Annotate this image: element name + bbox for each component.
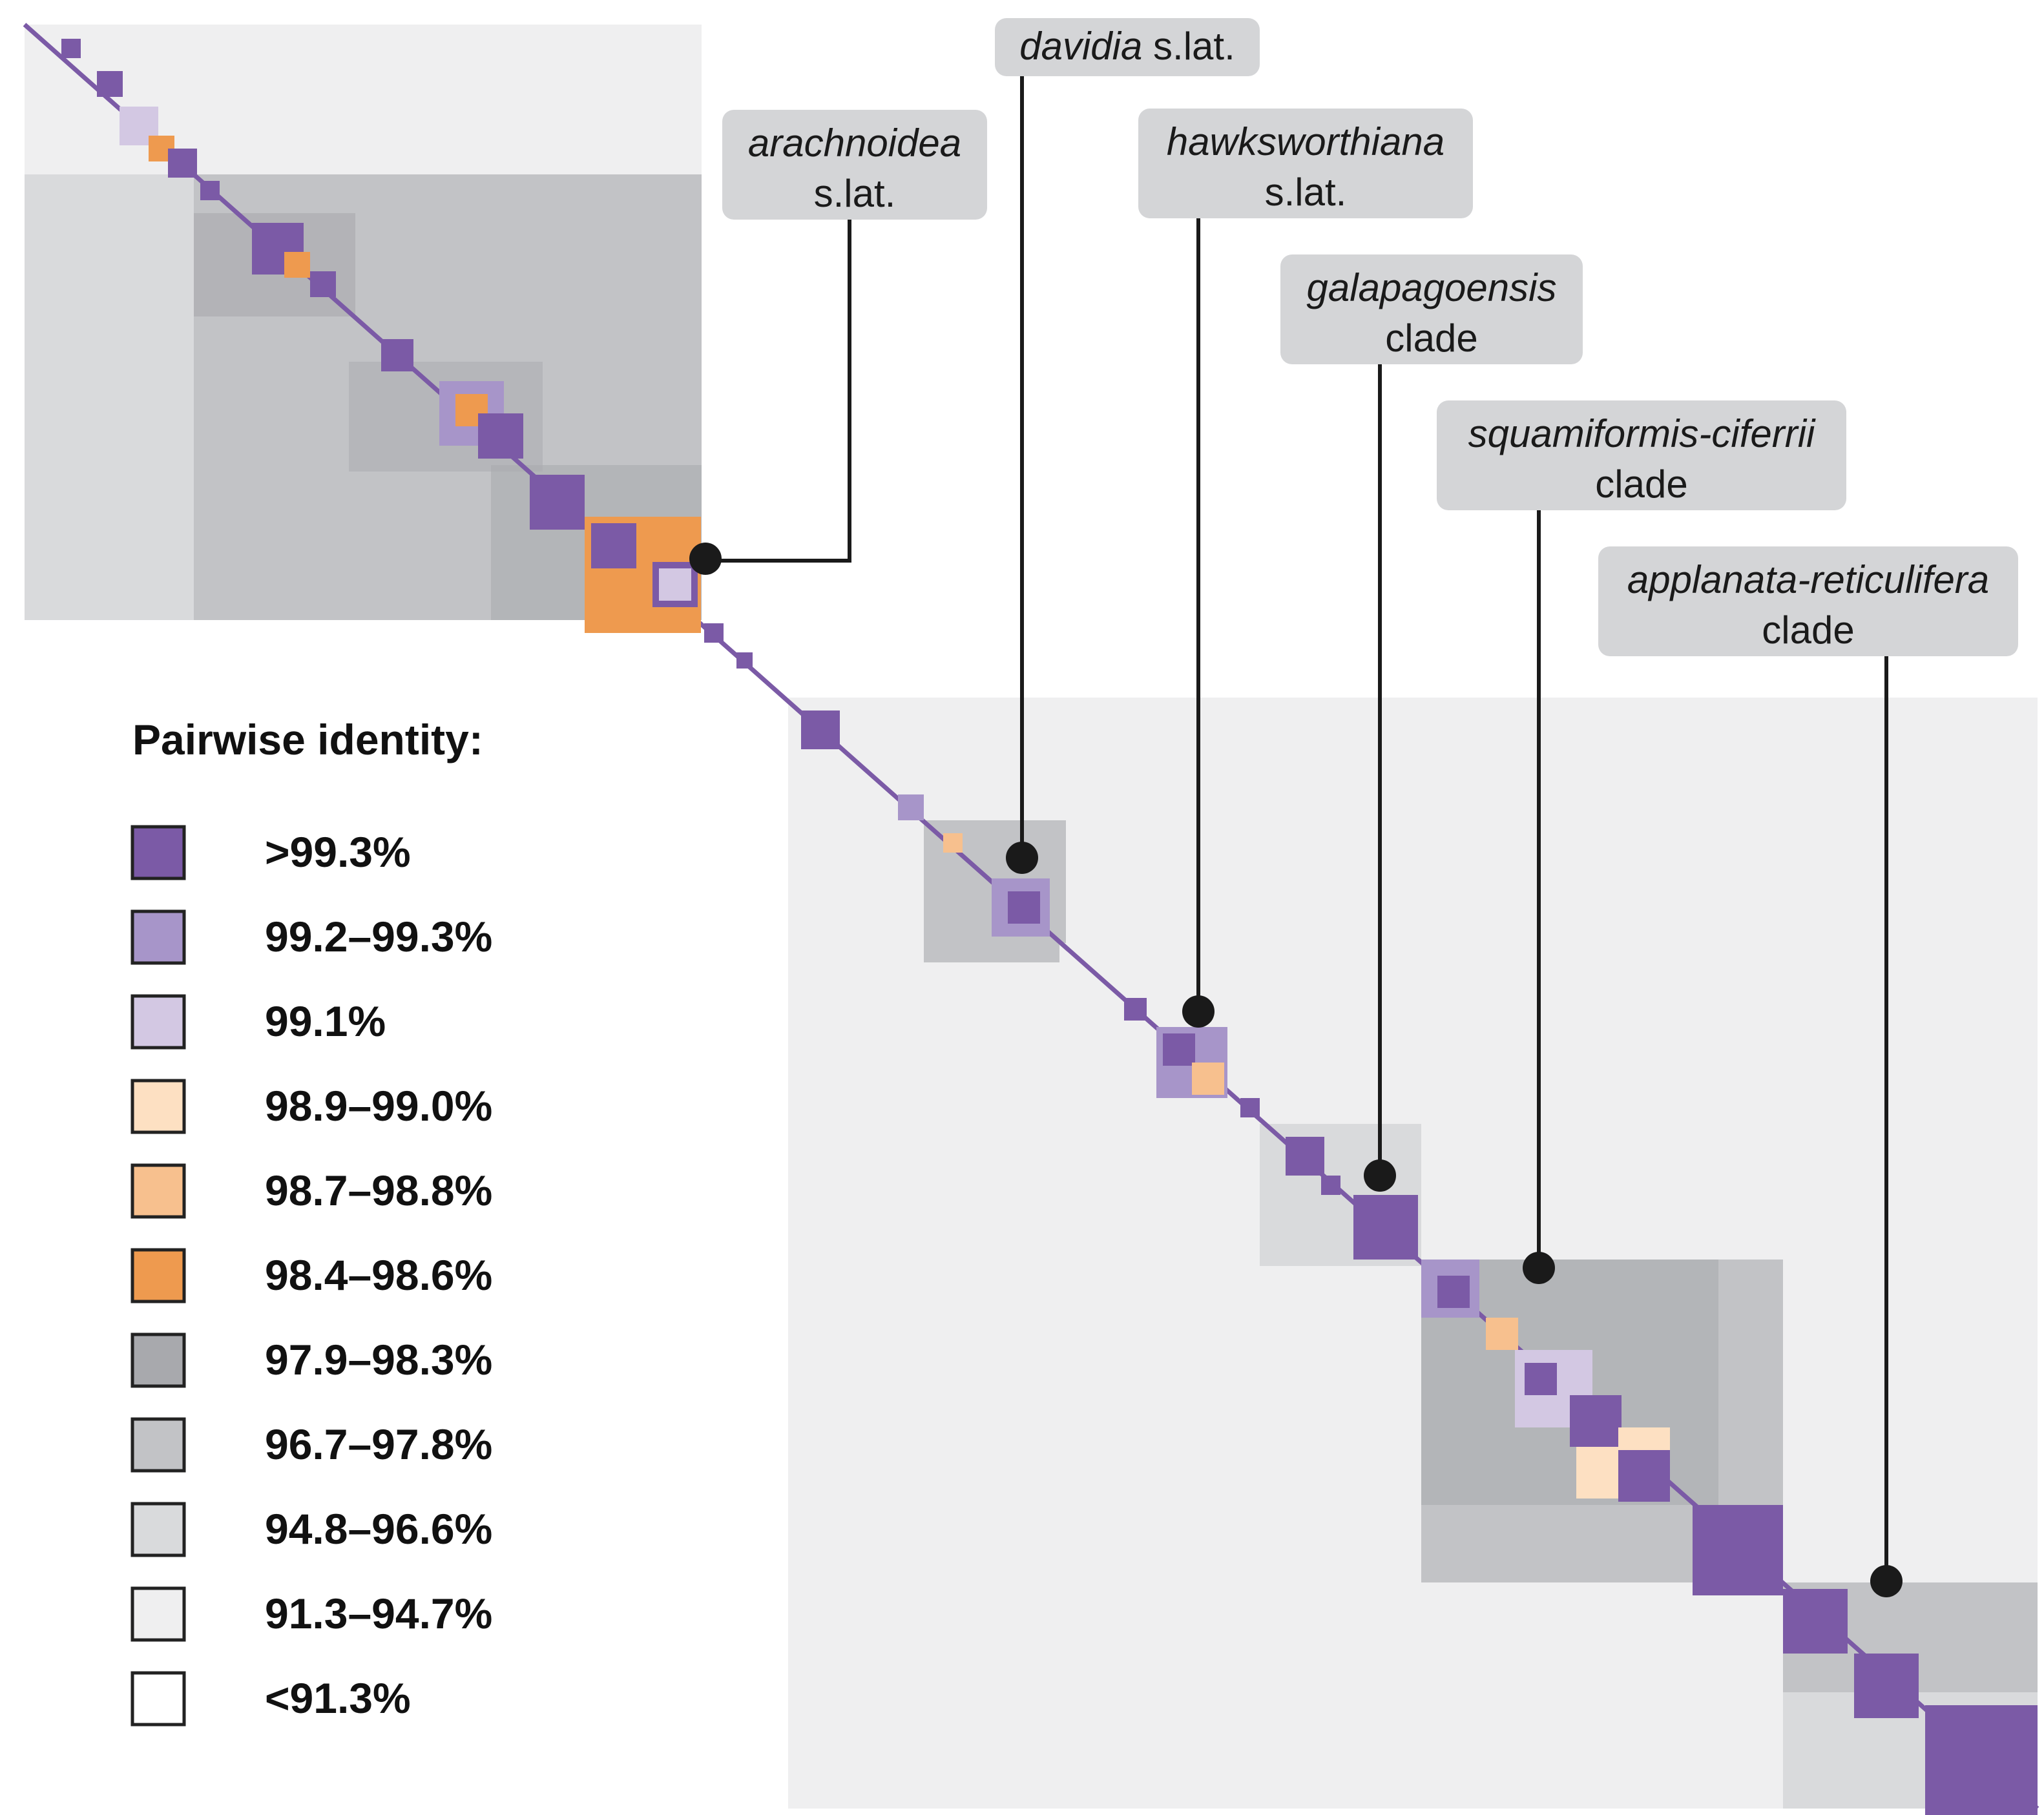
clade-label-box: [995, 18, 1260, 76]
clade-marker-dot: [1182, 995, 1215, 1028]
clade-annotation: galapagoensis clade: [1280, 254, 1583, 1192]
legend-entries: >99.3% 99.2–99.3% 99.1% 98.9–99.0% 98.7–98.8…: [130, 825, 492, 1727]
clade-label-line2: s.lat.: [814, 172, 896, 215]
identity-block: [1163, 1033, 1195, 1066]
diagonal-blocks: [61, 39, 2038, 1815]
legend-label: 91.3–94.7%: [265, 1590, 492, 1637]
legend-swatch: [130, 1586, 186, 1642]
identity-block: [168, 149, 197, 178]
clade-label-line1: arachnoidea: [748, 121, 961, 165]
legend-swatch: [130, 1163, 186, 1219]
clade-annotation: arachnoidea s.lat.: [689, 110, 987, 575]
identity-block: [284, 252, 310, 278]
identity-block: [61, 39, 81, 58]
legend-swatch: [130, 909, 186, 965]
clade-label-line1: galapagoensis: [1307, 266, 1557, 309]
legend-swatch: [130, 1671, 186, 1727]
identity-block: [704, 623, 724, 643]
clade-marker-dot: [1364, 1159, 1396, 1192]
clade-label-line1: squamiformis-ciferrii: [1468, 412, 1816, 455]
identity-block: [1486, 1318, 1518, 1350]
identity-block: [801, 710, 840, 749]
clade-marker-dot: [1870, 1565, 1903, 1597]
clade-label-line2: clade: [1385, 316, 1477, 360]
legend-swatch: [130, 1333, 186, 1388]
legend-label: 98.9–99.0%: [265, 1082, 492, 1130]
identity-block: [1008, 891, 1040, 924]
clade-label-box: [722, 110, 987, 220]
clade-label-box: [1138, 109, 1473, 218]
clade-annotation: applanata-reticulifera clade: [1598, 546, 2018, 1597]
clade-annotation: davidia s.lat.: [995, 18, 1260, 874]
legend-label: 97.9–98.3%: [265, 1336, 492, 1384]
clade-annotations: arachnoidea s.lat. davidia s.lat. hawkswort…: [689, 18, 2018, 1597]
identity-block: [530, 475, 585, 530]
identity-block: [310, 271, 336, 297]
clade-label-line2: clade: [1762, 608, 1854, 652]
identity-block: [97, 71, 123, 97]
identity-block: [1570, 1395, 1622, 1447]
clade-label-box: [1598, 546, 2018, 656]
legend-swatch: [130, 1079, 186, 1134]
identity-block: [1925, 1705, 2038, 1815]
identity-block: [898, 794, 924, 820]
clade-label-line2: s.lat.: [1265, 171, 1347, 214]
clade-marker-dot: [689, 543, 722, 575]
clade-label-line1: applanata-reticulifera: [1627, 558, 1989, 601]
clade-label-box: [1437, 400, 1846, 510]
identity-block: [1240, 1098, 1260, 1117]
identity-block: [478, 413, 523, 459]
identity-block: [1525, 1363, 1557, 1395]
identity-block: [1437, 1276, 1470, 1308]
legend-label: 94.8–96.6%: [265, 1505, 492, 1553]
clade-annotation: hawksworthiana s.lat.: [1138, 109, 1473, 1028]
identity-block: [200, 181, 220, 200]
legend-label: 99.2–99.3%: [265, 913, 492, 960]
legend-label: 96.7–97.8%: [265, 1420, 492, 1468]
clade-label-line1: davidia s.lat.: [1019, 25, 1235, 68]
identity-block: [1693, 1505, 1783, 1595]
identity-block: [1321, 1176, 1340, 1195]
identity-block: [943, 833, 963, 853]
clade-connector: [705, 220, 851, 563]
identity-block: [1192, 1063, 1224, 1095]
identity-block: [591, 523, 636, 568]
identity-block: [1286, 1137, 1324, 1176]
legend: Pairwise identity: >99.3% 99.2–99.3% 99.1%…: [130, 716, 492, 1727]
legend-label: 98.4–98.6%: [265, 1251, 492, 1299]
clade-label-box: [1280, 254, 1583, 364]
identity-block: [1618, 1450, 1670, 1502]
identity-block: [1854, 1654, 1919, 1718]
legend-label: 98.7–98.8%: [265, 1167, 492, 1214]
clade-annotation: squamiformis-ciferrii clade: [1437, 400, 1846, 1284]
identity-block: [1783, 1589, 1848, 1654]
clade-marker-dot: [1006, 842, 1038, 874]
legend-label: <91.3%: [265, 1674, 411, 1722]
legend-swatch: [130, 1502, 186, 1557]
legend-title: Pairwise identity:: [132, 716, 483, 763]
clade-label-line2: clade: [1595, 462, 1687, 506]
legend-swatch: [130, 1417, 186, 1473]
identity-block: [736, 652, 753, 669]
legend-swatch: [130, 994, 186, 1050]
clade-marker-dot: [1523, 1252, 1555, 1284]
legend-label: >99.3%: [265, 828, 411, 876]
legend-swatch: [130, 825, 186, 880]
identity-block: [381, 339, 413, 371]
legend-swatch: [130, 1248, 186, 1303]
identity-block: [659, 568, 691, 601]
clade-label-line1: hawksworthiana: [1167, 120, 1444, 163]
legend-label: 99.1%: [265, 997, 386, 1045]
identity-block: [1124, 998, 1147, 1021]
identity-block: [1353, 1195, 1418, 1260]
